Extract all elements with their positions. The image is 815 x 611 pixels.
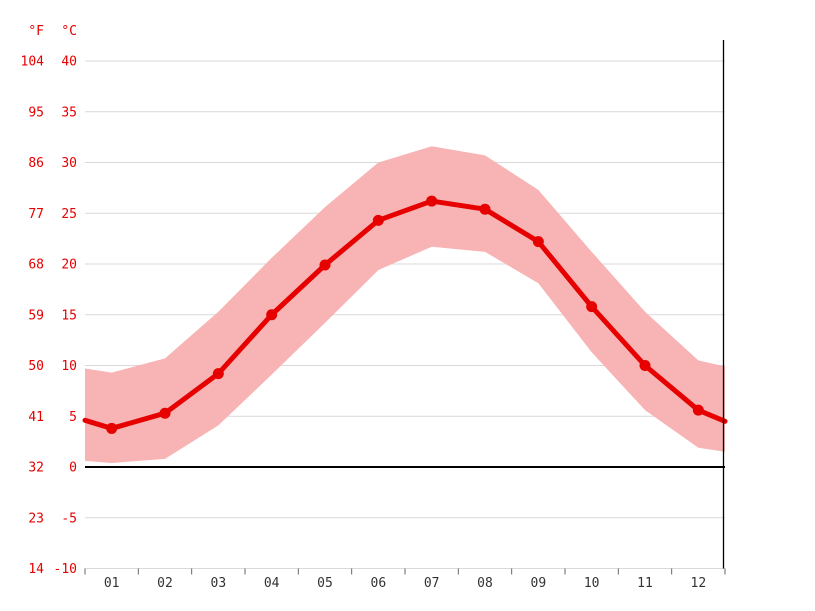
month-label: 11 <box>637 576 653 591</box>
mean-temperature-marker <box>159 407 171 419</box>
mean-temperature-marker <box>532 236 544 248</box>
celsius-tick-label: 5 <box>69 410 77 425</box>
celsius-tick-label: 0 <box>69 461 77 476</box>
fahrenheit-tick-label: 14 <box>28 562 44 577</box>
month-label: 02 <box>157 576 173 591</box>
celsius-tick-label: 15 <box>61 308 77 323</box>
month-label: 09 <box>531 576 547 591</box>
mean-temperature-marker <box>266 309 278 321</box>
month-label: 08 <box>477 576 493 591</box>
fahrenheit-tick-label: 86 <box>28 156 44 171</box>
month-label: 01 <box>104 576 120 591</box>
fahrenheit-tick-label: 50 <box>28 359 44 374</box>
mean-temperature-marker <box>319 259 331 271</box>
temperature-range-band <box>85 146 725 463</box>
fahrenheit-tick-label: 68 <box>28 258 44 273</box>
mean-temperature-marker <box>212 368 224 380</box>
mean-temperature-marker <box>426 195 438 207</box>
fahrenheit-tick-label: 104 <box>21 55 45 70</box>
celsius-tick-label: -5 <box>61 511 77 526</box>
month-label: 05 <box>317 576 333 591</box>
fahrenheit-tick-label: 32 <box>28 461 44 476</box>
month-label: 10 <box>584 576 600 591</box>
mean-temperature-marker <box>586 301 598 313</box>
celsius-unit-label: °C <box>61 24 77 39</box>
celsius-tick-label: 40 <box>61 55 77 70</box>
month-label: 12 <box>691 576 707 591</box>
mean-temperature-marker <box>106 422 118 434</box>
celsius-tick-label: 10 <box>61 359 77 374</box>
fahrenheit-unit-label: °F <box>28 24 44 39</box>
celsius-tick-label: 20 <box>61 258 77 273</box>
mean-temperature-marker <box>639 360 651 371</box>
mean-temperature-line <box>82 198 728 431</box>
fahrenheit-tick-label: 95 <box>28 105 44 120</box>
month-label: 04 <box>264 576 280 591</box>
mean-temperature-marker <box>479 203 491 215</box>
mean-temperature-marker <box>372 214 384 226</box>
fahrenheit-tick-label: 23 <box>28 511 44 526</box>
month-label: 07 <box>424 576 440 591</box>
fahrenheit-tick-label: 41 <box>28 410 44 425</box>
celsius-tick-label: -10 <box>54 562 77 577</box>
fahrenheit-tick-label: 59 <box>28 308 44 323</box>
mean-temperature-marker <box>692 404 704 416</box>
celsius-tick-label: 30 <box>61 156 77 171</box>
month-label: 06 <box>371 576 387 591</box>
fahrenheit-tick-label: 77 <box>28 207 44 222</box>
celsius-tick-label: 25 <box>61 207 77 222</box>
month-label: 03 <box>211 576 227 591</box>
celsius-tick-label: 35 <box>61 105 77 120</box>
